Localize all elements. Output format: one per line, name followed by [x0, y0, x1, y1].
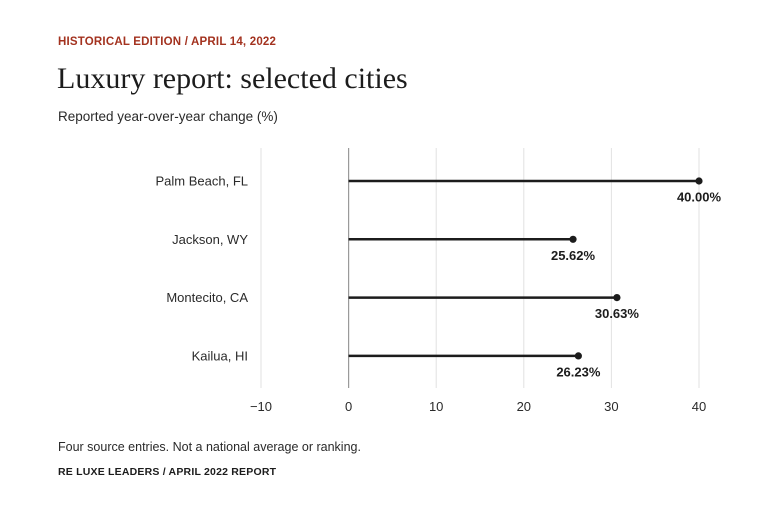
bars: [348, 177, 703, 360]
x-tick-label: −10: [250, 399, 272, 414]
chart-subtitle: Reported year-over-year change (%): [58, 109, 278, 124]
x-tick-label: 30: [604, 399, 618, 414]
chart-title: Luxury report: selected cities: [57, 62, 408, 95]
category-label: Palm Beach, FL: [156, 174, 249, 189]
footnote: Four source entries. Not a national aver…: [58, 440, 361, 454]
category-label: Montecito, CA: [166, 290, 248, 305]
value-label: 40.00%: [677, 190, 722, 205]
value-label: 30.63%: [595, 306, 640, 321]
source-credit: RE LUXE LEADERS / APRIL 2022 REPORT: [58, 466, 277, 478]
x-tick-label: 0: [345, 399, 352, 414]
bar-end-point: [574, 352, 582, 360]
bar-end-point: [695, 177, 703, 185]
value-label: 25.62%: [551, 248, 596, 263]
bar-end-point: [569, 235, 577, 243]
bar-end-point: [613, 294, 621, 302]
edition-label: HISTORICAL EDITION / APRIL 14, 2022: [58, 36, 277, 48]
x-tick-label: 10: [429, 399, 443, 414]
labels: −10 0 10 20 30 40 Palm Beach, FL 40.00% Jackson,…: [156, 174, 722, 415]
gridlines: [260, 148, 700, 388]
value-label: 26.23%: [556, 364, 601, 379]
x-tick-label: 20: [517, 399, 531, 414]
category-label: Kailua, HI: [192, 348, 248, 363]
x-tick-label: 40: [692, 399, 706, 414]
category-label: Jackson, WY: [172, 232, 248, 247]
